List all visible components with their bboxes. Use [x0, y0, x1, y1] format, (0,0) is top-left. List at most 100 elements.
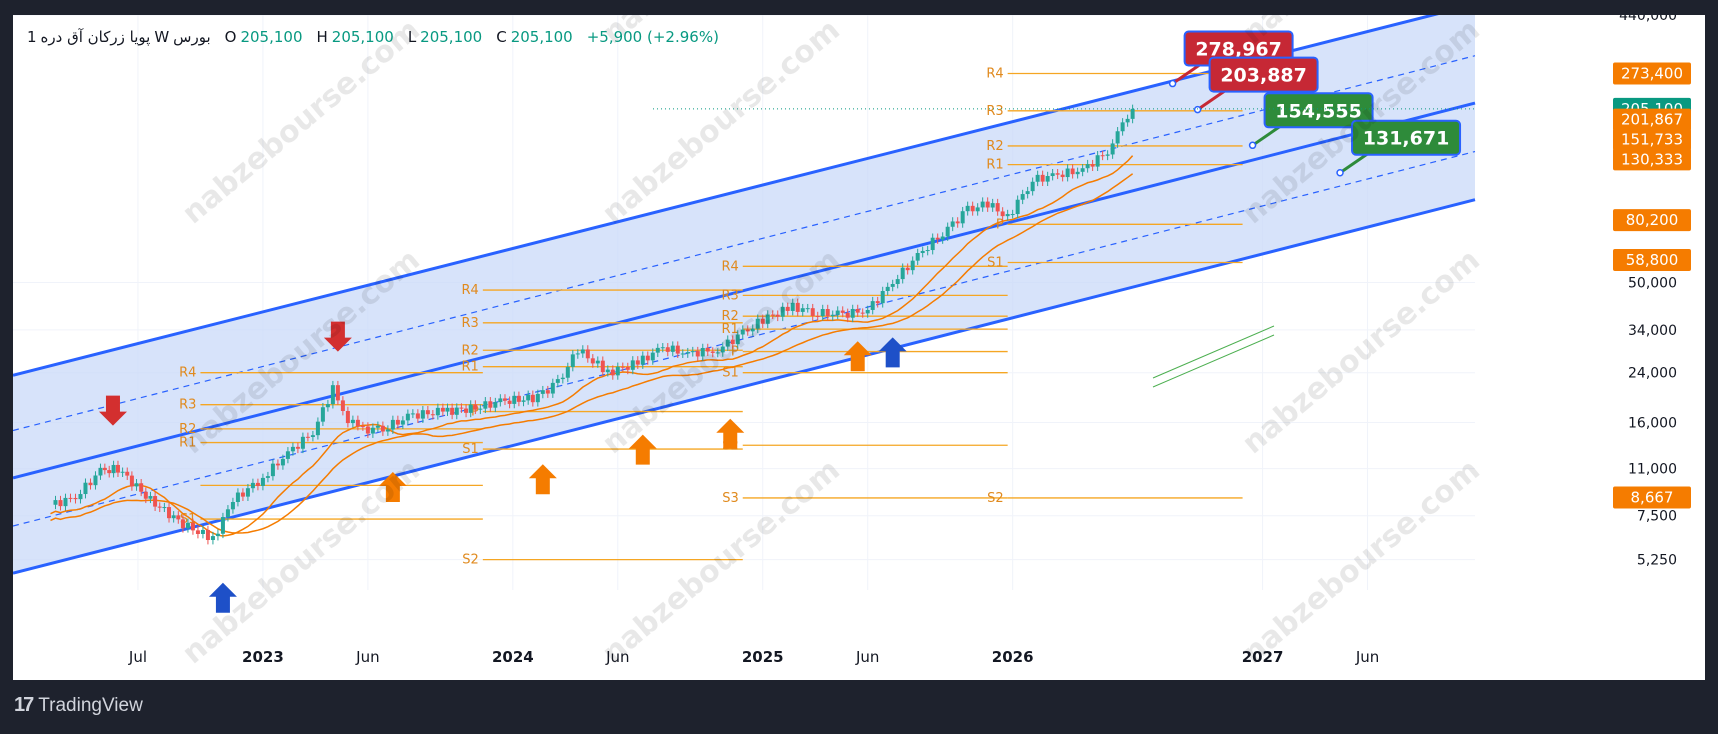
moving-average-line: [50, 173, 1134, 534]
candle-body: [143, 491, 148, 499]
arrow-shape: [716, 418, 745, 449]
candle-body: [420, 410, 425, 419]
arrow-shape: [528, 464, 557, 495]
candle-body: [675, 345, 680, 354]
candle-body: [590, 358, 595, 364]
candle-body: [310, 435, 315, 437]
candle-body: [255, 482, 260, 486]
pivot-label: P: [731, 345, 739, 360]
candle-body: [730, 339, 735, 345]
candle-body: [468, 404, 473, 413]
candle-body: [905, 267, 910, 271]
brand-name: TradingView: [38, 694, 143, 716]
candle-body: [435, 407, 440, 416]
candle-body: [945, 226, 950, 237]
candle-body: [535, 393, 540, 403]
candle-body: [425, 410, 430, 415]
candle-body: [405, 413, 410, 421]
pivot-label: R4: [721, 259, 738, 274]
candle-body: [1010, 214, 1015, 216]
candle-body: [800, 308, 805, 312]
open-value: 205,100: [240, 28, 303, 46]
channel-line-mid-lower: [13, 150, 1476, 527]
candle-body: [464, 408, 469, 413]
candle-body: [915, 253, 920, 261]
candle-body: [545, 390, 550, 394]
x-tick-label: Jun: [355, 648, 379, 666]
candle-body: [1020, 194, 1025, 200]
candle-body: [970, 205, 975, 212]
pivot-label: R3: [179, 398, 196, 413]
high-value: 205,100: [331, 28, 394, 46]
candle-body: [176, 515, 181, 520]
price-axis-badge: 151,733: [1613, 128, 1691, 151]
candle-body: [430, 414, 435, 416]
candle-body: [620, 366, 625, 368]
down-arrow-icon: [98, 395, 127, 426]
candle-body: [157, 506, 162, 508]
candle-body: [345, 410, 350, 424]
candle-body: [625, 366, 630, 370]
candle-body: [120, 471, 125, 473]
candle-body: [445, 407, 450, 412]
price-chart[interactable]: R4R3R2R1S1R4R3R2R1PS1S2R4R3R2R1PS1S2S3R4…: [13, 15, 1705, 680]
price-axis-badge: 130,333: [1613, 148, 1691, 171]
badge-value: 151,733: [1621, 130, 1683, 148]
callout-box: [1208, 56, 1319, 93]
candle-body: [134, 483, 139, 487]
pivot-label: S1: [722, 366, 739, 381]
candle-body: [483, 401, 488, 409]
arrow-shape: [323, 321, 352, 352]
candle-body: [526, 394, 531, 401]
badge-box: [1613, 148, 1691, 171]
candle-body: [162, 507, 167, 509]
candle-body: [305, 436, 310, 438]
badge-value: 8,667: [1631, 488, 1674, 506]
y-tick-label: 440,000: [1619, 15, 1677, 24]
candle-body: [516, 395, 521, 402]
symbol-name[interactable]: پویا زرکان آق دره: [40, 28, 151, 46]
candle-body: [710, 351, 715, 353]
x-tick-label: Jun: [605, 648, 629, 666]
candle-body: [171, 515, 176, 519]
candle-body: [655, 347, 660, 353]
callout-value: 131,671: [1363, 128, 1450, 150]
candle-body: [845, 312, 850, 318]
candle-body: [1005, 214, 1010, 217]
candle-body: [580, 349, 585, 354]
candle-body: [865, 309, 870, 314]
candle-body: [180, 519, 185, 529]
candle-body: [502, 398, 507, 401]
candle-body: [680, 353, 685, 355]
candle-body: [250, 482, 255, 489]
candle-body: [63, 497, 68, 507]
pivot-label: R2: [986, 139, 1003, 154]
candle-body: [320, 407, 325, 422]
candle-body: [1015, 199, 1020, 215]
symbol-info-bar: 1 پویا زرکان آق دره W بورس O 205,100 H 205…: [27, 28, 719, 46]
tradingview-branding[interactable]: 17 TradingView: [14, 694, 143, 717]
candle-body: [1125, 118, 1130, 123]
candle-body: [295, 446, 300, 449]
candle-body: [507, 400, 512, 404]
y-tick-label: 5,250: [1637, 553, 1677, 569]
candle-body: [390, 419, 395, 430]
arrow-shape: [878, 337, 907, 368]
candle-body: [315, 421, 320, 436]
chart-area[interactable]: R4R3R2R1S1R4R3R2R1PS1S2R4R3R2R1PS1S2S3R4…: [13, 15, 1705, 680]
candle-body: [940, 236, 945, 240]
candle-body: [1050, 173, 1055, 177]
badge-value: 130,333: [1621, 150, 1683, 168]
candle-body: [107, 470, 112, 474]
candle-body: [975, 207, 980, 212]
candle-body: [880, 290, 885, 304]
y-tick-label: 24,000: [1628, 366, 1677, 382]
candle-body: [615, 366, 620, 376]
candle-body: [335, 385, 340, 401]
candle-body: [1080, 168, 1085, 172]
candle-body: [365, 426, 370, 434]
candle-body: [53, 500, 58, 505]
pivot-label: R4: [462, 283, 479, 298]
candle-body: [965, 205, 970, 212]
pivot-label: R2: [462, 343, 479, 358]
